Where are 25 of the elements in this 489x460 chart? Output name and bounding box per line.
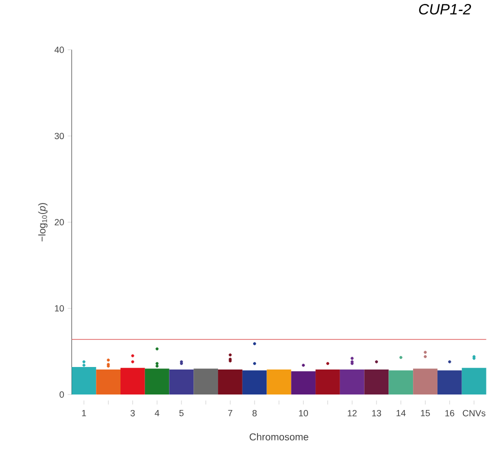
x-tick-label: 13 bbox=[372, 410, 382, 416]
y-tick-label: 20 bbox=[54, 218, 64, 226]
point bbox=[326, 362, 330, 365]
point bbox=[302, 364, 305, 367]
x-tick-label: 7 bbox=[228, 410, 232, 416]
x-tick-label: 1 bbox=[82, 410, 86, 416]
point bbox=[399, 356, 402, 359]
x-tick-label: 16 bbox=[445, 410, 454, 416]
x-tick-label: 5 bbox=[179, 410, 184, 416]
y-tick-label: 30 bbox=[54, 132, 64, 140]
y-tick-label: 40 bbox=[54, 46, 64, 53]
x-tick-label: 3 bbox=[130, 410, 135, 416]
x-tick-label: 15 bbox=[420, 410, 430, 416]
x-tick-label: 4 bbox=[154, 410, 160, 416]
x-axis-title: Chromosome bbox=[250, 432, 308, 440]
point bbox=[448, 360, 452, 364]
x-tick-label: CNVs bbox=[462, 410, 486, 416]
y-tick-label: 10 bbox=[54, 305, 64, 312]
x-tick-label: 10 bbox=[299, 410, 308, 416]
point bbox=[375, 360, 378, 364]
y-tick-label: 0 bbox=[60, 391, 64, 398]
chart-title: CUP1-2 bbox=[419, 4, 472, 14]
x-tick-label: 8 bbox=[252, 410, 257, 416]
x-tick-label: 12 bbox=[348, 410, 357, 416]
x-tick-label: 14 bbox=[396, 410, 406, 416]
